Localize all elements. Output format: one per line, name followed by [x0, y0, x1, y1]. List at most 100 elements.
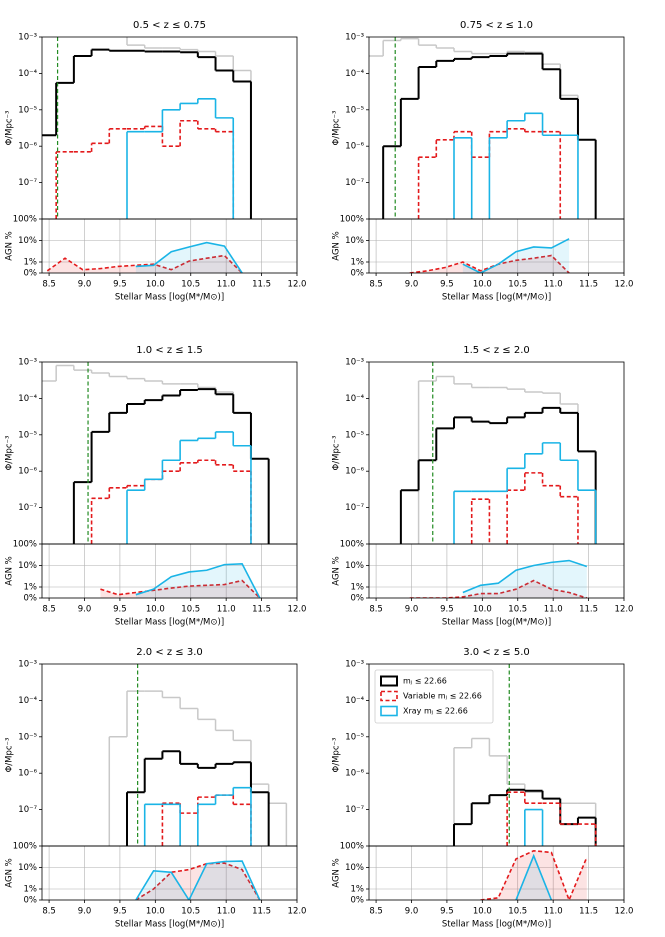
y-axis-label: Φ/Mpc⁻³ [332, 111, 342, 146]
legend-label: Variable mⱼ ≤ 22.66 [403, 692, 482, 701]
y-axis-label: AGN % [332, 556, 342, 585]
y-tick-label: 100% [340, 215, 364, 225]
x-tick-label: 9.5 [440, 907, 454, 917]
y-tick-label: 10⁻⁷ [18, 503, 37, 513]
agn-area [135, 242, 243, 273]
y-tick-label: 10⁻⁵ [18, 430, 37, 440]
y-axis-label: AGN % [5, 858, 15, 887]
x-tick-label: 10.0 [146, 907, 165, 917]
y-tick-label: 10⁻⁵ [345, 732, 364, 742]
x-tick-label: 12.0 [615, 280, 634, 290]
agn-area [409, 255, 570, 273]
y-tick-label: 10⁻⁶ [18, 467, 37, 477]
agn-area [462, 238, 570, 273]
x-tick-label: 11.0 [217, 907, 236, 917]
panel-title: 1.5 < z ≤ 2.0 [463, 345, 530, 356]
y-tick-label: 0% [351, 896, 365, 906]
x-tick-label: 10.5 [508, 280, 527, 290]
legend-box [374, 669, 494, 724]
histogram-group [108, 664, 288, 846]
axes-frame [41, 543, 298, 599]
x-tick-label: 11.0 [544, 280, 563, 290]
agn-area [480, 850, 587, 900]
x-tick-label: 9.0 [405, 907, 419, 917]
x-tick-label: 8.5 [42, 605, 56, 615]
x-tick-label: 12.0 [615, 605, 634, 615]
histogram-group [369, 37, 597, 219]
x-tick-label: 11.5 [579, 605, 598, 615]
y-tick-label: 0% [351, 594, 365, 604]
x-tick-label: 8.5 [42, 907, 56, 917]
x-tick-label: 10.5 [181, 605, 200, 615]
x-tick-label: 12.0 [288, 605, 307, 615]
x-axis-label: Stellar Mass [log(M*/M⊙)] [442, 920, 551, 930]
y-tick-label: 100% [13, 540, 37, 550]
y-tick-label: 0% [24, 594, 38, 604]
x-tick-label: 12.0 [288, 907, 307, 917]
x-axis-label: Stellar Mass [log(M*/M⊙)] [442, 618, 551, 628]
x-tick-label: 11.5 [252, 605, 271, 615]
agn-area [135, 563, 260, 598]
panel-title: 0.75 < z ≤ 1.0 [460, 20, 533, 31]
y-tick-label: 10⁻⁶ [18, 769, 37, 779]
y-tick-label: 10⁻⁶ [345, 467, 364, 477]
y-tick-label: 10⁻⁴ [345, 696, 364, 706]
x-tick-label: 9.0 [405, 280, 419, 290]
axes-frame [368, 36, 625, 220]
x-tick-label: 10.0 [473, 605, 492, 615]
y-tick-label: 1% [351, 583, 365, 593]
agn-line [135, 862, 261, 900]
agn-line [135, 562, 261, 598]
y-axis-label: Φ/Mpc⁻³ [5, 738, 15, 773]
legend-label: mⱼ ≤ 22.66 [403, 677, 447, 686]
y-tick-label: 0% [24, 896, 38, 906]
y-tick-label: 10⁻³ [18, 358, 37, 368]
agn-line [409, 579, 588, 598]
x-tick-label: 9.0 [405, 605, 419, 615]
y-axis-label: Φ/Mpc⁻³ [5, 111, 15, 146]
x-tick-label: 10.0 [473, 280, 492, 290]
x-tick-label: 11.0 [217, 605, 236, 615]
x-tick-label: 10.0 [473, 907, 492, 917]
y-tick-label: 10⁻⁶ [18, 142, 37, 152]
y-tick-label: 10⁻⁵ [18, 105, 37, 115]
axes-frame [41, 36, 298, 220]
y-tick-label: 10⁻³ [18, 660, 37, 670]
agn-line [100, 579, 261, 598]
agn-line [515, 853, 553, 900]
x-tick-label: 12.0 [615, 907, 634, 917]
x-tick-label: 8.5 [369, 605, 383, 615]
y-axis-label: AGN % [332, 231, 342, 260]
x-tick-label: 9.0 [78, 280, 92, 290]
y-tick-label: 10⁻⁴ [18, 69, 37, 79]
y-tick-label: 10% [18, 863, 37, 873]
x-tick-label: 10.0 [146, 605, 165, 615]
y-tick-label: 10⁻³ [345, 358, 364, 368]
axes-frame [368, 361, 625, 545]
y-tick-label: 10⁻⁵ [18, 732, 37, 742]
y-axis-label: Φ/Mpc⁻³ [332, 436, 342, 471]
x-axis-label: Stellar Mass [log(M*/M⊙)] [442, 293, 551, 303]
agn-line [409, 254, 570, 273]
agn-area [515, 855, 552, 900]
agn-area [47, 255, 243, 273]
y-axis-label: AGN % [332, 858, 342, 887]
panel-title: 1.0 < z ≤ 1.5 [136, 345, 203, 356]
agn-group [480, 849, 588, 900]
x-tick-label: 8.5 [369, 907, 383, 917]
x-tick-label: 9.5 [440, 280, 454, 290]
agn-line [480, 849, 588, 900]
y-tick-label: 10⁻⁴ [18, 696, 37, 706]
y-tick-label: 10⁻³ [18, 33, 37, 43]
y-axis-label: AGN % [5, 231, 15, 260]
y-tick-label: 10% [18, 561, 37, 571]
x-tick-label: 11.5 [579, 907, 598, 917]
y-tick-label: 10⁻³ [345, 660, 364, 670]
y-tick-label: 10⁻⁴ [345, 69, 364, 79]
y-tick-label: 100% [13, 842, 37, 852]
agn-group [46, 241, 243, 273]
legend-label: Xray mⱼ ≤ 22.66 [403, 707, 468, 716]
y-axis-label: Φ/Mpc⁻³ [5, 436, 15, 471]
axes-frame [41, 663, 298, 847]
